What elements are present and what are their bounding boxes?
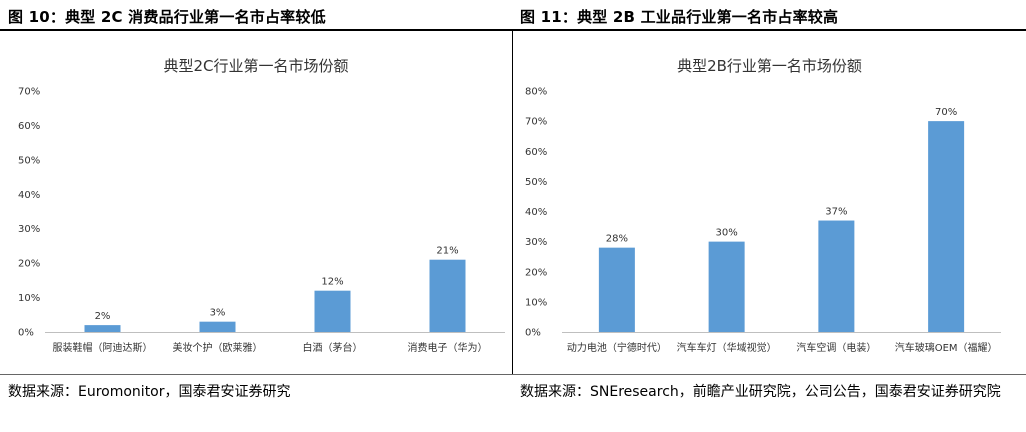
right-category-label: 动力电池（宁德时代） <box>567 341 667 354</box>
left-chart-title: 典型2C行业第一名市场份额 <box>163 57 348 75</box>
left-y-tick-label: 50% <box>18 155 40 166</box>
right-y-tick-label: 80% <box>525 87 547 98</box>
left-y-tick-label: 10% <box>18 293 40 304</box>
left-category-label: 白酒（茅台） <box>303 341 363 354</box>
right-y-tick-label: 60% <box>525 147 547 158</box>
right-y-tick-label: 10% <box>525 297 547 308</box>
right-y-tick-label: 70% <box>525 117 547 128</box>
left-y-tick-label: 40% <box>18 190 40 201</box>
left-data-label: 2% <box>95 311 111 322</box>
left-data-label: 12% <box>321 277 343 288</box>
right-category-label: 汽车玻璃OEM（福耀） <box>895 341 998 354</box>
right-data-label: 70% <box>935 107 957 118</box>
left-bar <box>199 321 236 332</box>
source-note-left: 数据来源：Euromonitor，国泰君安证券研究 <box>8 384 291 400</box>
middle-divider <box>512 31 513 374</box>
right-y-tick-label: 50% <box>525 177 547 188</box>
left-y-tick-label: 70% <box>18 87 40 98</box>
chart-2b-market-share: 典型2B行业第一名市场份额 0% 10% 20% 30% 40% 50% 60% 70% 80% 2… <box>525 57 1001 354</box>
right-data-label: 37% <box>825 207 847 218</box>
left-y-tick-label: 60% <box>18 121 40 132</box>
chart-2c-market-share: 典型2C行业第一名市场份额 0% 10% 20% 30% 40% 50% 60% 70% 2% 服装… <box>18 57 505 354</box>
top-divider <box>0 29 1026 31</box>
left-bar <box>429 259 466 332</box>
right-chart-title: 典型2B行业第一名市场份额 <box>677 57 862 75</box>
right-category-label: 汽车车灯（华域视觉） <box>677 341 777 354</box>
right-data-label: 30% <box>716 228 738 239</box>
figure-11-title: 图 11：典型 2B 工业品行业第一名市占率较高 <box>520 8 839 26</box>
left-bar <box>84 325 121 332</box>
left-category-label: 服装鞋帽（阿迪达斯） <box>53 341 153 354</box>
source-note-right: 数据来源：SNEresearch，前瞻产业研究院，公司公告，国泰君安证券研究院 <box>520 384 1001 400</box>
left-category-label: 美妆个护（欧莱雅） <box>173 341 263 354</box>
left-y-tick-label: 20% <box>18 259 40 270</box>
right-y-tick-label: 40% <box>525 207 547 218</box>
right-bar <box>818 220 855 332</box>
right-category-label: 汽车空调（电装） <box>796 341 876 354</box>
left-y-tick-label: 30% <box>18 224 40 235</box>
bottom-divider <box>0 374 1026 375</box>
right-y-tick-label: 0% <box>525 328 541 339</box>
left-category-label: 消费电子（华为） <box>408 341 488 354</box>
right-y-tick-label: 30% <box>525 237 547 248</box>
right-bar <box>708 241 745 332</box>
left-y-tick-label: 0% <box>18 328 34 339</box>
left-data-label: 21% <box>436 246 458 257</box>
figure-10-title: 图 10：典型 2C 消费品行业第一名市占率较低 <box>8 8 326 26</box>
left-bar <box>314 290 351 332</box>
left-data-label: 3% <box>210 308 226 319</box>
right-bar <box>598 247 635 332</box>
right-y-tick-label: 20% <box>525 267 547 278</box>
right-bar <box>928 121 965 332</box>
right-data-label: 28% <box>606 234 628 245</box>
